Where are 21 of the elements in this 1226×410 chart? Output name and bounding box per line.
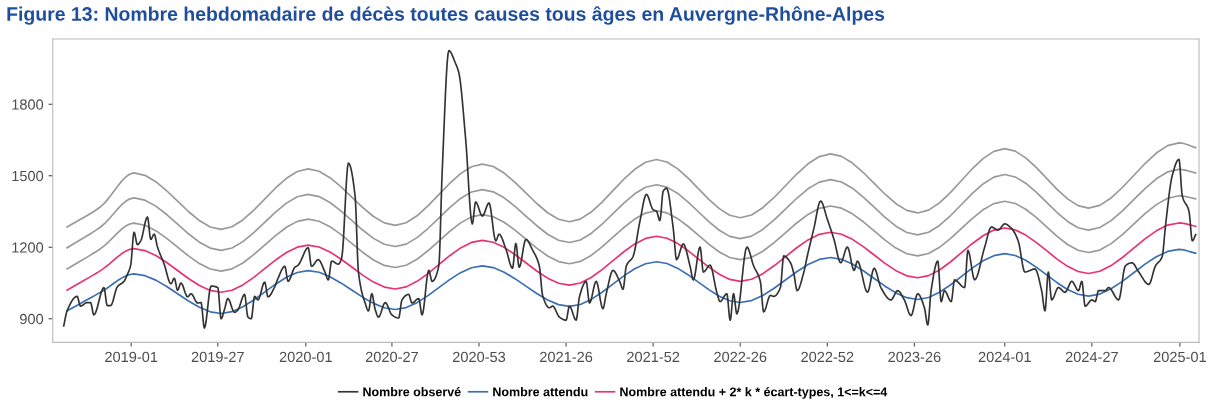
x-tick-label: 2022-26 [714, 351, 767, 363]
y-tick-label: 1800 [12, 99, 44, 110]
legend-label: Nombre observé [363, 386, 461, 397]
chart-title: Figure 13: Nombre hebdomadaire de décès toutes causes tous âges en Auvergne-Rhône-Alpes [7, 6, 885, 25]
x-tick-label: 2024-27 [1065, 351, 1118, 363]
legend-label: Nombre attendu + 2* k * écart-types, 1<=k<=4 [620, 386, 888, 399]
x-tick-label: 2021-26 [540, 351, 593, 363]
x-tick-label: 2023-26 [888, 351, 941, 363]
x-tick-label: 2021-52 [627, 351, 680, 363]
x-tick-label: 2019-27 [191, 351, 244, 363]
y-tick-label: 1200 [12, 242, 44, 253]
x-tick-label: 2024-01 [978, 351, 1031, 363]
y-tick-label: 1500 [12, 170, 44, 182]
x-tick-label: 2020-01 [279, 351, 332, 363]
x-tick-label: 2020-53 [452, 351, 506, 363]
x-tick-label: 2020-27 [365, 351, 418, 363]
y-tick-label: 900 [20, 313, 44, 325]
x-tick-label: 2025-01 [1153, 351, 1206, 363]
x-tick-label: 2022-52 [801, 351, 854, 363]
legend-label: Nombre attendu [493, 387, 588, 397]
x-tick-label: 2019-01 [105, 351, 158, 363]
